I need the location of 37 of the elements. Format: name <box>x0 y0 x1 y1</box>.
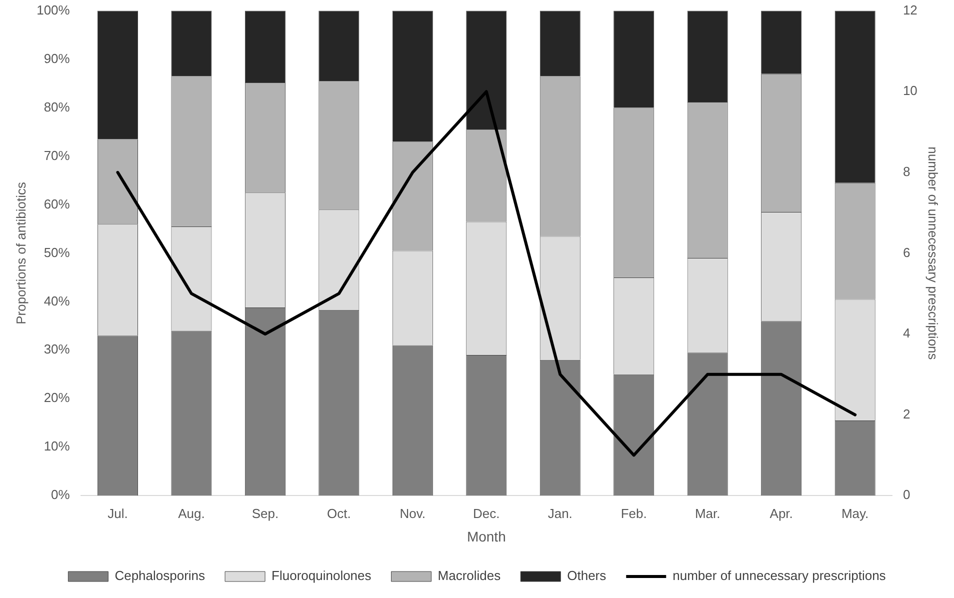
y-tick-label: 40% <box>44 293 70 308</box>
x-tick-label: Sep. <box>252 506 279 521</box>
y2-tick-label: 2 <box>902 406 910 422</box>
legend-label: Macrolides <box>438 568 502 584</box>
legend-label: Cephalosporins <box>114 568 206 584</box>
y2-tick-label: 8 <box>902 164 910 179</box>
x-tick-label: Dec. <box>473 506 500 521</box>
x-tick-label: Jul. <box>108 506 128 521</box>
x-axis-title: Month <box>466 528 506 544</box>
y-tick-label: 80% <box>44 99 70 114</box>
legend-label: Others <box>567 568 607 584</box>
y2-tick-label: 10 <box>902 83 918 98</box>
legend-label: number of unnecessary prescriptions <box>672 568 886 584</box>
y2-tick-label: 6 <box>902 244 910 260</box>
legend-label: Fluoroquinolones <box>272 568 372 584</box>
y-tick-label: 60% <box>44 196 70 212</box>
x-tick-label: Jan. <box>548 506 572 521</box>
y-tick-label: 0% <box>51 487 70 502</box>
y-axis-title: Proportions of antibiotics <box>13 182 28 324</box>
y-tick-label: 50% <box>44 244 70 260</box>
y-tick-label: 30% <box>44 342 70 357</box>
x-tick-label: Aug. <box>178 506 205 521</box>
x-tick-label: Feb. <box>620 506 647 521</box>
y2-axis-title: number of unnecessary prescriptions <box>926 146 941 360</box>
y2-tick-label: 12 <box>902 2 918 18</box>
y-tick-label: 70% <box>44 148 70 163</box>
y-tick-label: 10% <box>44 438 70 454</box>
x-tick-label: Apr. <box>770 506 793 521</box>
y-tick-label: 20% <box>44 390 70 406</box>
y-tick-label: 100% <box>36 2 70 18</box>
x-tick-label: May. <box>841 506 869 521</box>
x-tick-label: Nov. <box>400 506 426 521</box>
y2-tick-label: 4 <box>902 326 910 341</box>
y-tick-label: 90% <box>44 50 70 66</box>
x-tick-label: Oct. <box>327 506 351 521</box>
y2-tick-label: 0 <box>902 487 910 502</box>
x-tick-label: Mar. <box>694 506 720 521</box>
